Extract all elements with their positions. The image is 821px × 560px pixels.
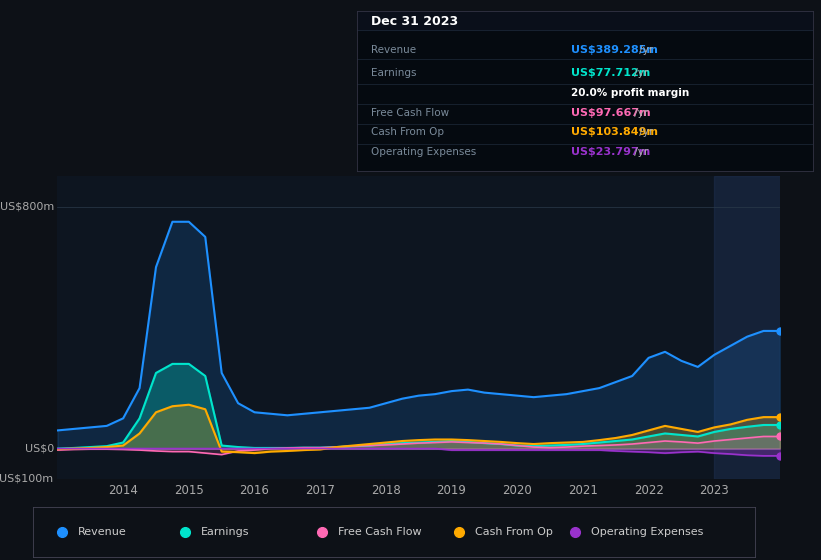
Text: US$23.797m: US$23.797m (571, 147, 650, 157)
Text: Revenue: Revenue (371, 44, 416, 54)
Text: Revenue: Revenue (78, 527, 126, 537)
Bar (357, 11, 813, 30)
Text: /yr: /yr (631, 108, 648, 118)
Text: /yr: /yr (636, 44, 654, 54)
Text: US$97.667m: US$97.667m (571, 108, 651, 118)
Text: Operating Expenses: Operating Expenses (590, 527, 703, 537)
Text: Operating Expenses: Operating Expenses (371, 147, 476, 157)
Text: -US$100m: -US$100m (0, 474, 54, 484)
Text: Free Cash Flow: Free Cash Flow (337, 527, 421, 537)
Text: /yr: /yr (631, 68, 648, 78)
Text: Cash From Op: Cash From Op (475, 527, 553, 537)
Bar (714, 176, 787, 479)
Text: /yr: /yr (636, 128, 654, 138)
Text: US$389.285m: US$389.285m (571, 44, 658, 54)
Text: US$0: US$0 (25, 444, 54, 454)
Text: Free Cash Flow: Free Cash Flow (371, 108, 449, 118)
Text: 20.0% profit margin: 20.0% profit margin (571, 87, 690, 97)
Text: US$103.849m: US$103.849m (571, 128, 658, 138)
Text: Dec 31 2023: Dec 31 2023 (371, 15, 458, 28)
Text: Earnings: Earnings (200, 527, 249, 537)
Text: Earnings: Earnings (371, 68, 416, 78)
Text: /yr: /yr (631, 147, 648, 157)
Text: US$77.712m: US$77.712m (571, 68, 650, 78)
Text: US$800m: US$800m (0, 202, 54, 212)
Text: Cash From Op: Cash From Op (371, 128, 444, 138)
